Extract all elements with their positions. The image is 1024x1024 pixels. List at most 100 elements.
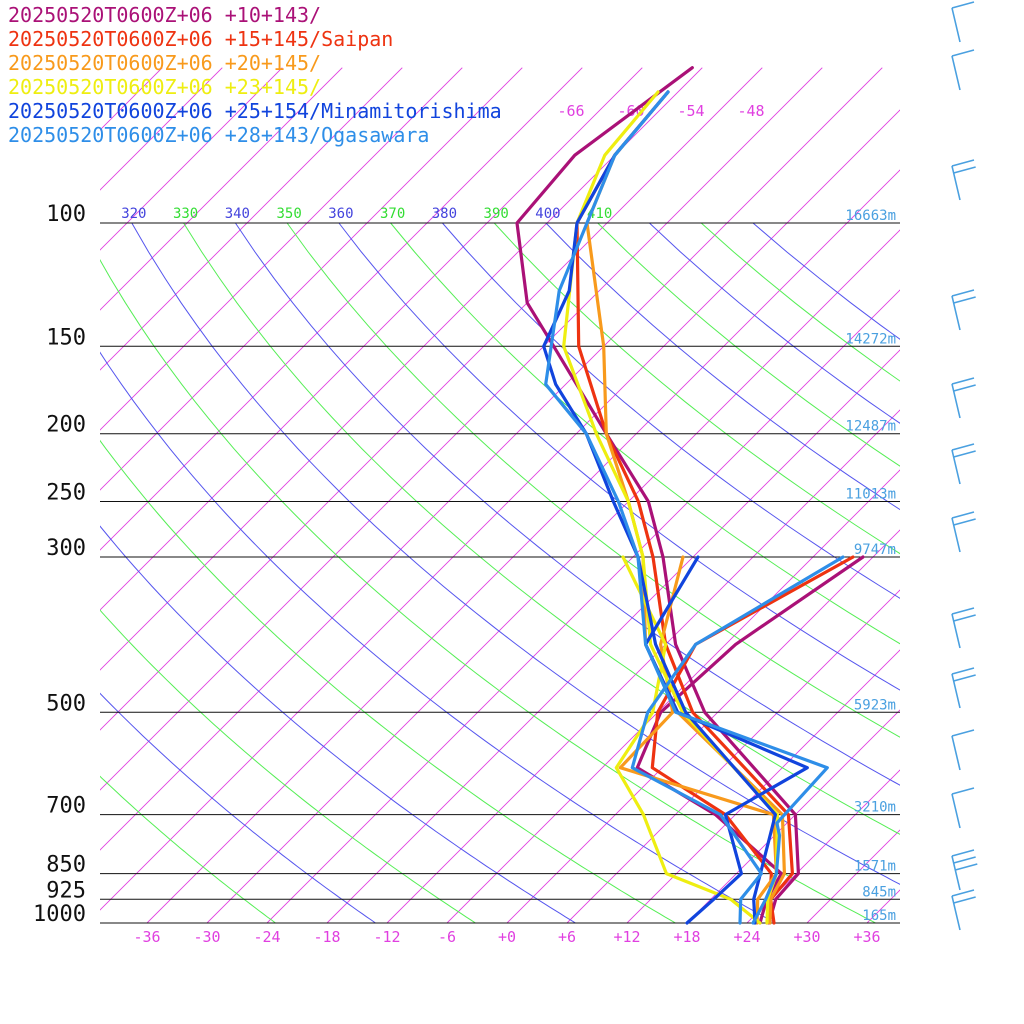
theta-label: 330: [173, 206, 198, 222]
temperature-profile: [542, 90, 777, 925]
dry-adiabat: [286, 222, 900, 738]
dry-adiabat: [100, 525, 577, 923]
wind-barb-feather: [951, 443, 975, 451]
wind-barb-feather: [953, 674, 976, 682]
pressure-label: 250: [46, 481, 86, 506]
isotherm-line: [746, 769, 900, 923]
isotherm-line: [806, 829, 900, 923]
legend-entry: 20250520T0600Z+06 +10+143/: [8, 3, 321, 27]
wind-barb-shaft: [951, 895, 961, 931]
pressure-label: 700: [46, 794, 86, 819]
x-tick-label: -6: [438, 928, 456, 946]
x-tick-label: -30: [193, 928, 220, 946]
isotherm-line: [100, 67, 343, 311]
pressure-label: 925: [46, 878, 86, 903]
wind-barb-shaft: [951, 855, 961, 891]
pressure-label: 100: [46, 202, 86, 227]
height-label: 16663m: [845, 208, 896, 224]
height-label: 9747m: [854, 542, 896, 558]
wind-barb-feather: [953, 296, 976, 304]
isotherm-line: [100, 67, 763, 731]
height-label: 12487m: [845, 419, 896, 435]
wind-barb-feather: [953, 166, 976, 174]
height-label: 845m: [862, 884, 896, 900]
isotherm-line: [446, 469, 900, 923]
wind-barb-feather: [955, 863, 978, 871]
wind-barb-feather: [953, 384, 976, 392]
wind-barb-feather: [951, 667, 975, 675]
wind-barb-feather: [951, 889, 975, 897]
wind-barb-shaft: [951, 165, 961, 201]
legend-entry: 20250520T0600Z+06 +28+143/Ogasawara: [8, 123, 429, 147]
dry-adiabat: [752, 222, 900, 340]
wind-barb-feather: [953, 614, 976, 622]
wind-barb-shaft: [951, 7, 961, 43]
isotherm-label: -66: [557, 102, 584, 120]
wind-barb-feather: [953, 896, 976, 904]
wind-barb-feather: [951, 1, 975, 9]
theta-label: 340: [225, 206, 250, 222]
wind-barb-feather: [951, 159, 975, 167]
dry-adiabat: [234, 222, 900, 786]
legend-entry: 20250520T0600Z+06 +25+154/Minamitorishim…: [8, 99, 502, 123]
wind-barb-shaft: [951, 517, 961, 553]
isotherm-line: [100, 67, 823, 791]
wind-barb-shaft: [951, 613, 961, 649]
wind-barb-feather: [953, 856, 976, 864]
dry-adiabat: [100, 775, 277, 923]
theta-label: 320: [121, 206, 146, 222]
theta-label: 350: [276, 206, 301, 222]
temperature-profile: [515, 66, 800, 925]
x-tick-label: +12: [613, 928, 640, 946]
legend-entry: 20250520T0600Z+06 +20+145/: [8, 51, 321, 75]
isotherm-line: [100, 67, 403, 371]
isotherm-line: [386, 409, 900, 923]
wind-barb-shaft: [951, 295, 961, 331]
dry-adiabat: [338, 222, 900, 691]
dry-adiabat: [700, 222, 900, 382]
theta-label: 360: [328, 206, 353, 222]
dry-adiabat: [131, 222, 900, 885]
wind-barb-feather: [951, 787, 975, 795]
theta-label: 400: [535, 206, 560, 222]
pressure-label: 200: [46, 413, 86, 438]
dewpoint-profile: [630, 555, 845, 925]
legend-entry: 20250520T0600Z+06 +15+145/Saipan: [8, 27, 393, 51]
isotherm-line: [566, 589, 900, 923]
isotherm-line: [100, 67, 883, 851]
height-label: 165m: [862, 908, 896, 924]
isotherm-line: [100, 67, 223, 191]
wind-barb-feather: [951, 49, 975, 57]
height-label: 14272m: [845, 331, 896, 347]
wind-barb-shaft: [951, 383, 961, 419]
isotherm-line: [686, 709, 900, 923]
x-tick-label: +36: [853, 928, 880, 946]
theta-label: 380: [432, 206, 457, 222]
x-tick-label: -36: [133, 928, 160, 946]
theta-label: 390: [484, 206, 509, 222]
wind-barbs: [951, 1, 978, 931]
isotherm-line: [266, 289, 900, 923]
isotherm-line: [100, 67, 283, 251]
isotherm-line: [100, 109, 900, 911]
wind-barb-feather: [951, 377, 975, 385]
wind-barb-feather: [951, 607, 975, 615]
wind-barb-feather: [951, 849, 975, 857]
wind-barb-feather: [951, 511, 975, 519]
dry-adiabat: [100, 692, 377, 923]
dry-adiabat: [390, 222, 900, 645]
wind-barb-shaft: [951, 735, 961, 771]
wind-barb-shaft: [951, 673, 961, 709]
dry-adiabat: [100, 609, 477, 923]
legend: 20250520T0600Z+06 +10+143/20250520T0600Z…: [8, 3, 502, 147]
wind-barb-shaft: [951, 793, 961, 829]
dry-adiabat: [100, 259, 877, 923]
x-tick-label: +18: [673, 928, 700, 946]
theta-label: 370: [380, 206, 405, 222]
dry-adiabat: [100, 351, 777, 923]
isotherm-line: [326, 349, 900, 923]
height-label: 1571m: [854, 859, 896, 875]
profiles-group: [515, 66, 865, 925]
